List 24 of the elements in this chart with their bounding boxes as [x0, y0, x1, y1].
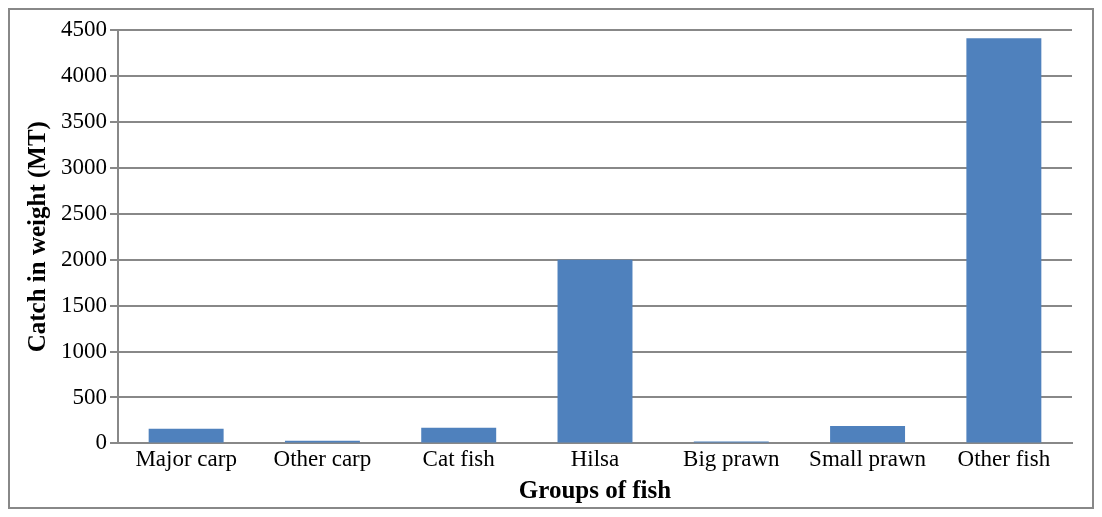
bar — [830, 425, 906, 443]
bar — [148, 428, 224, 443]
y-tick-label: 2500 — [61, 199, 107, 225]
x-tick-label: Big prawn — [683, 446, 781, 472]
y-tick-label: 3500 — [61, 107, 107, 133]
y-tick-label: 2000 — [61, 245, 107, 271]
x-tick-label: Small prawn — [809, 446, 927, 472]
y-tick-label: 4000 — [61, 61, 107, 87]
x-tick-label: Hilsa — [570, 446, 620, 472]
bar — [966, 38, 1042, 443]
x-tick-label: Cat fish — [422, 446, 496, 472]
y-tick-label: 0 — [95, 429, 107, 455]
bar — [557, 259, 633, 443]
y-axis-title: Catch in weight (MT) — [23, 121, 52, 353]
y-tick-label: 1500 — [61, 291, 107, 317]
y-tick-label: 3000 — [61, 153, 107, 179]
y-tick-label: 4500 — [61, 16, 107, 42]
y-tick-label: 500 — [72, 383, 107, 409]
x-axis-title: Groups of fish — [518, 476, 672, 504]
x-tick-label: Other fish — [957, 446, 1051, 472]
y-tick-label: 1000 — [61, 337, 107, 363]
x-tick-label: Other carp — [273, 446, 372, 472]
x-tick-label: Major carp — [135, 446, 237, 472]
bar — [421, 427, 497, 443]
